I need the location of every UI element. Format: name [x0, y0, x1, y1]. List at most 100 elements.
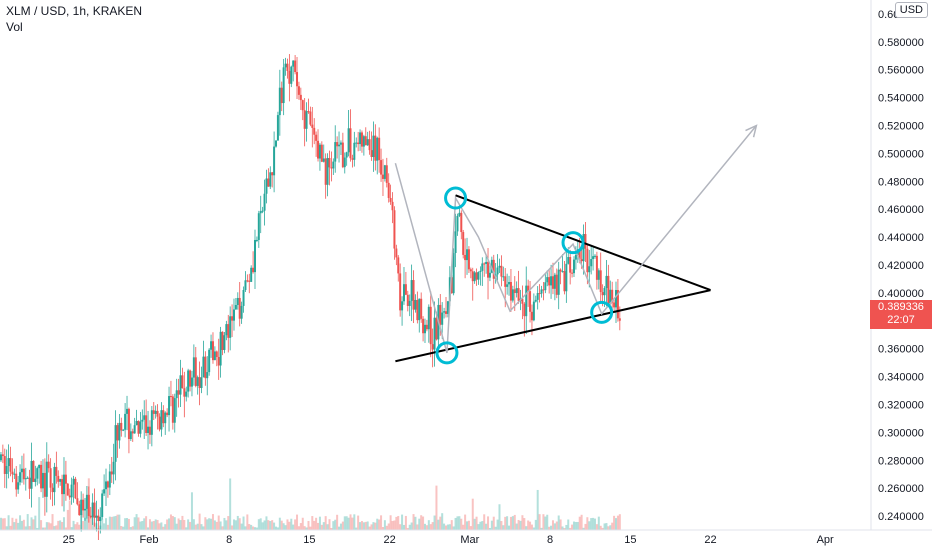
- pivot-marker[interactable]: [444, 186, 468, 210]
- candle: [171, 394, 174, 430]
- volume-bar: [246, 514, 249, 530]
- volume-bar: [330, 527, 333, 530]
- volume-bar: [467, 520, 470, 530]
- candle: [402, 267, 405, 305]
- time-tick-label: 8: [547, 534, 553, 546]
- candle: [538, 284, 541, 303]
- candle: [236, 292, 239, 310]
- candle: [244, 271, 247, 292]
- volume-bar: [481, 521, 484, 530]
- volume-bar: [420, 515, 423, 530]
- candle: [15, 466, 18, 497]
- volume-bar: [70, 527, 73, 530]
- candle: [355, 137, 358, 148]
- candle: [265, 169, 268, 204]
- candle: [611, 281, 614, 313]
- currency-button[interactable]: USD: [894, 2, 928, 18]
- candle: [511, 285, 514, 303]
- candle: [38, 464, 41, 484]
- volume-bar: [553, 523, 556, 530]
- candle: [131, 428, 134, 442]
- volume-bar: [41, 527, 44, 530]
- volume-bar: [500, 521, 503, 530]
- candle: [273, 131, 276, 193]
- candle: [72, 475, 75, 503]
- candle: [82, 493, 85, 518]
- candle: [210, 334, 213, 358]
- volume-bar: [301, 517, 304, 530]
- volume-bar: [112, 516, 115, 530]
- candle: [190, 370, 193, 397]
- volume-bar: [160, 522, 163, 530]
- volume-bar: [278, 517, 281, 530]
- candle: [221, 331, 224, 356]
- volume-bar: [349, 514, 352, 530]
- candle: [290, 65, 293, 88]
- candle: [416, 291, 419, 324]
- candle: [467, 246, 470, 273]
- time-axis[interactable]: 25 Feb 8 15 22 Mar 8 15 22 Apr: [63, 534, 834, 546]
- volume-bar: [609, 525, 612, 530]
- volume-bar: [118, 514, 121, 530]
- candle: [169, 380, 172, 407]
- volume-bar: [530, 524, 533, 530]
- volume-bar: [131, 526, 134, 530]
- candle: [423, 318, 426, 344]
- pivot-marker[interactable]: [435, 341, 459, 365]
- candle: [133, 417, 136, 434]
- price-axis[interactable]: 0.240000 0.260000 0.280000 0.300000 0.320000…: [878, 9, 924, 523]
- candle: [280, 81, 283, 112]
- pivot-marker[interactable]: [561, 231, 585, 255]
- volume-bar: [259, 518, 262, 530]
- volume-bar: [106, 524, 109, 530]
- candle: [595, 251, 598, 290]
- volume-bar: [458, 516, 461, 530]
- volume-bar: [183, 520, 186, 530]
- candle: [1, 444, 4, 464]
- volume-bar: [66, 509, 69, 530]
- volume-bar: [450, 520, 453, 530]
- volume-bar: [339, 523, 342, 530]
- volume-bar: [173, 517, 176, 530]
- triangle-lower-line[interactable]: [395, 289, 711, 363]
- volume-bar: [217, 515, 220, 530]
- volume-bar: [381, 527, 384, 530]
- candle: [353, 131, 356, 167]
- volume-bar: [273, 522, 276, 530]
- drawing-annotations[interactable]: [394, 124, 758, 365]
- volume-bar: [250, 524, 253, 530]
- volume-bar: [211, 514, 214, 530]
- volume-bar: [483, 514, 486, 530]
- candle: [443, 307, 446, 319]
- candlesticks: [0, 54, 621, 541]
- candle: [215, 350, 218, 367]
- price-tick-label: 0.500000: [878, 148, 924, 160]
- volume-bar: [387, 523, 390, 530]
- price-tick-label: 0.280000: [878, 455, 924, 467]
- volume-bar: [20, 520, 23, 530]
- candle: [43, 458, 46, 516]
- pivot-marker[interactable]: [590, 300, 614, 324]
- volume-bar: [502, 525, 505, 530]
- candle: [485, 254, 488, 274]
- price-tick-label: 0.480000: [878, 176, 924, 188]
- candle: [359, 129, 362, 151]
- candle: [0, 451, 2, 463]
- volume-bar: [22, 519, 25, 530]
- bar-countdown: 22:07: [887, 313, 915, 326]
- candle: [70, 477, 73, 505]
- volume-bar: [257, 519, 260, 530]
- volume-bar: [338, 526, 341, 530]
- candle: [296, 57, 299, 100]
- candle: [242, 286, 245, 313]
- time-tick-label: 15: [303, 534, 315, 546]
- volume-bar: [318, 516, 321, 530]
- candle: [487, 247, 490, 300]
- time-tick-label: Apr: [817, 534, 834, 546]
- volume-bar: [466, 521, 469, 530]
- volume-bar: [571, 524, 574, 530]
- candle: [338, 131, 341, 163]
- candle: [431, 328, 434, 368]
- volume-bar: [544, 516, 547, 530]
